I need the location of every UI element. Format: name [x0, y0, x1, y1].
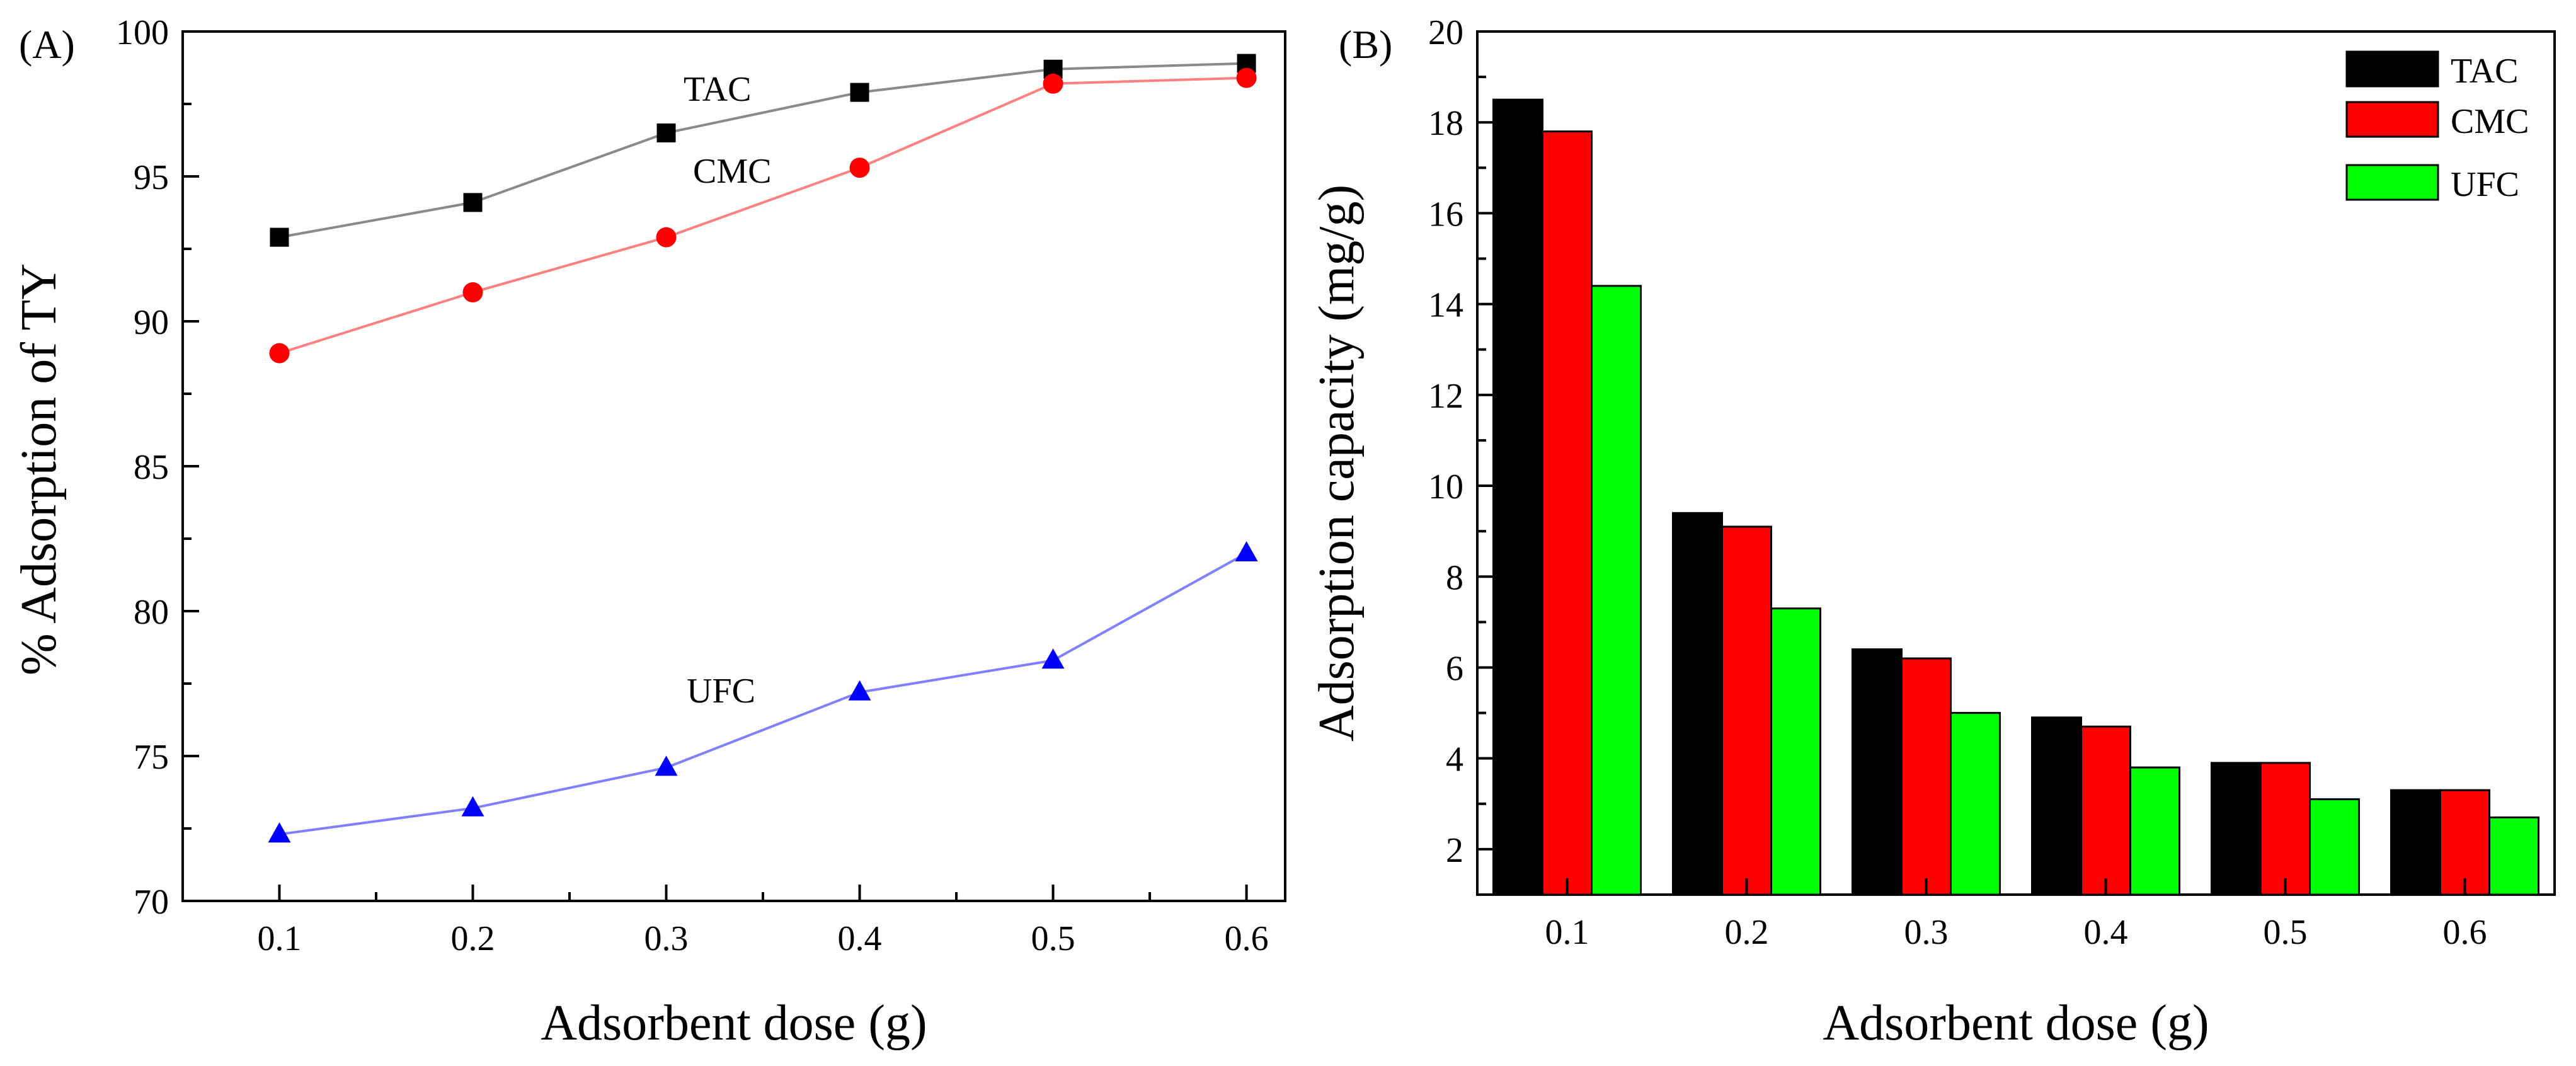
panel-a-x-tick-label: 0.5	[1031, 919, 1075, 958]
panel-a-series-markers	[268, 54, 1258, 843]
bar-ufc	[2129, 766, 2180, 896]
panel-a-series-lines	[278, 62, 1247, 836]
panel-b-x-tick-label: 0.1	[1545, 913, 1589, 952]
legend-swatch-cmc	[2345, 101, 2439, 138]
legend-label-ufc: UFC	[2451, 165, 2519, 204]
bar-cmc	[2080, 725, 2131, 896]
panel-b-y-tick-label: 12	[1428, 377, 1463, 416]
panel-a-y-axis-title: % Adsorption of TY	[11, 263, 67, 675]
bar-tac	[2031, 716, 2082, 896]
bar-ufc	[1950, 712, 2001, 896]
panel-b-y-axis: 2 4 6 8 10 12 14 16 18 20	[1428, 13, 1494, 896]
data-point-ufc	[461, 796, 484, 817]
panel-a-x-tick-label: 0.1	[258, 919, 302, 958]
bar-tac	[2211, 762, 2262, 896]
panel-b-legend: TAC CMC UFC	[2345, 50, 2529, 204]
panel-a-x-tick-label: 0.6	[1225, 919, 1269, 958]
legend-swatch-tac	[2345, 50, 2439, 88]
panel-a: (A) 70 75 80 85 90 95 100 0.1 0.2 0.3 0.4 0.5 0.6 T…	[11, 13, 1286, 1051]
panel-a-y-tick-label: 70	[134, 883, 169, 922]
data-point-tac	[463, 193, 483, 212]
panel-b-y-tick-label: 18	[1428, 104, 1463, 143]
panel-a-x-tick-label: 0.3	[644, 919, 689, 958]
panel-b-y-tick-label: 16	[1428, 195, 1463, 234]
panel-a-label: (A)	[19, 22, 75, 67]
panel-b-y-tick-label: 2	[1446, 831, 1463, 870]
panel-a-y-tick-label: 85	[134, 448, 169, 487]
bar-ufc	[2488, 816, 2539, 896]
data-point-tac	[850, 83, 869, 102]
bar-cmc	[2260, 762, 2311, 896]
bar-tac	[1492, 98, 1543, 896]
panel-a-y-tick-label: 95	[134, 158, 169, 197]
data-point-ufc	[1235, 541, 1258, 561]
bar-tac	[1672, 512, 1723, 896]
panel-a-x-tick-label: 0.4	[838, 919, 882, 958]
data-point-tac	[270, 227, 289, 247]
panel-b-y-axis-title: Adsorption capacity (mg/g)	[1309, 185, 1365, 742]
data-point-cmc	[1236, 67, 1257, 88]
bar-ufc	[2309, 798, 2360, 896]
panel-b-bars	[1492, 98, 2539, 896]
bar-cmc	[1721, 525, 1772, 896]
panel-a-x-axis-title: Adsorbent dose (g)	[541, 995, 927, 1051]
panel-b-y-tick-label: 6	[1446, 649, 1463, 688]
legend-swatch-ufc	[2345, 164, 2439, 201]
panel-a-y-tick-label: 75	[134, 738, 169, 777]
data-point-cmc	[656, 227, 677, 248]
panel-b-y-tick-label: 20	[1428, 13, 1463, 52]
panel-b-y-tick-label: 14	[1428, 286, 1463, 325]
bar-tac	[2390, 789, 2441, 896]
bar-tac	[1852, 648, 1903, 896]
bar-cmc	[2439, 789, 2490, 896]
data-point-ufc	[655, 755, 678, 776]
panel-a-y-axis: 70 75 80 85 90 95 100	[116, 13, 199, 922]
panel-b-y-tick-label: 10	[1428, 467, 1463, 507]
panel-b-x-tick-label: 0.4	[2084, 913, 2128, 952]
series-label-ufc: UFC	[687, 672, 755, 711]
panel-a-y-tick-label: 90	[134, 303, 169, 342]
data-point-cmc	[269, 343, 290, 364]
panel-a-x-axis: 0.1 0.2 0.3 0.4 0.5 0.6	[258, 885, 1269, 958]
panel-b-y-tick-label: 4	[1446, 740, 1463, 779]
panel-b-y-tick-label: 8	[1446, 558, 1463, 597]
legend-label-cmc: CMC	[2451, 102, 2529, 141]
bar-ufc	[1591, 285, 1642, 896]
panel-b-x-tick-label: 0.2	[1725, 913, 1769, 952]
panel-b-x-tick-label: 0.3	[1904, 913, 1949, 952]
data-point-cmc	[849, 158, 870, 178]
panel-b-x-tick-label: 0.5	[2264, 913, 2308, 952]
panel-b-x-tick-label: 0.6	[2443, 913, 2487, 952]
series-line-ufc	[279, 552, 1247, 836]
bar-ufc	[1770, 607, 1821, 896]
panel-b-x-axis-title: Adsorbent dose (g)	[1823, 995, 2209, 1051]
panel-a-x-tick-label: 0.2	[451, 919, 495, 958]
series-label-tac: TAC	[684, 70, 752, 109]
panel-b-label: (B)	[1339, 22, 1392, 67]
legend-label-tac: TAC	[2451, 52, 2519, 91]
panel-b-x-axis: 0.1 0.2 0.3 0.4 0.5 0.6	[1545, 878, 2487, 952]
data-point-cmc	[1043, 73, 1063, 94]
series-line-cmc	[278, 76, 1247, 355]
panel-a-y-tick-label: 80	[134, 593, 169, 632]
panel-b-plot-frame	[1476, 30, 2556, 896]
bar-cmc	[1542, 130, 1593, 896]
data-point-cmc	[462, 282, 483, 302]
panel-a-y-tick-label: 100	[116, 13, 169, 52]
data-point-tac	[656, 123, 676, 142]
data-point-ufc	[848, 680, 871, 701]
series-line-tac	[279, 62, 1247, 239]
series-label-cmc: CMC	[693, 152, 772, 191]
bar-cmc	[1901, 657, 1952, 896]
data-point-ufc	[268, 822, 291, 843]
data-point-ufc	[1041, 648, 1065, 669]
